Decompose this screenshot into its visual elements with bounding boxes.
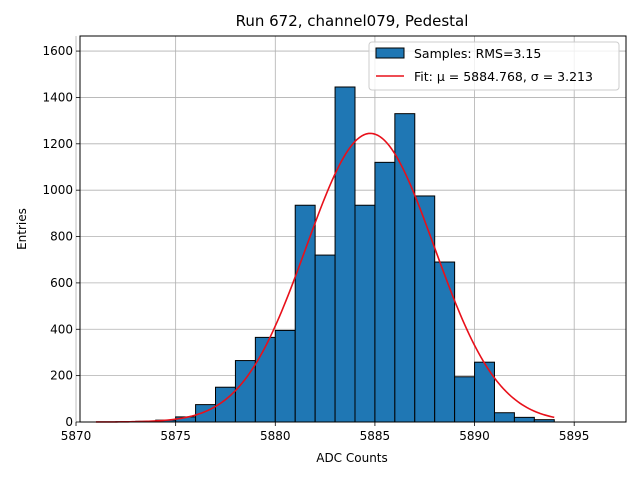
- histogram-bar: [513, 416, 535, 423]
- x-tick-label: 5885: [360, 429, 391, 443]
- histogram-bar: [294, 204, 316, 423]
- y-tick-label: 1600: [42, 44, 73, 58]
- y-axis-label: Entries: [15, 208, 29, 250]
- histogram-bar: [334, 86, 356, 423]
- histogram-bar: [354, 204, 376, 423]
- x-axis-label: ADC Counts: [316, 451, 388, 465]
- x-tick-label: 5875: [160, 429, 191, 443]
- axis-ticks: 5870 5875 5880 5885 5890 5895 0 200 400 600 800 100…: [42, 44, 589, 443]
- legend-hist-swatch: [375, 47, 405, 59]
- chart-title: Run 672, channel079, Pedestal: [236, 12, 469, 30]
- histogram-bar: [474, 361, 495, 423]
- y-tick-label: 1000: [42, 183, 73, 197]
- legend-hist-label: Samples: RMS=3.15: [414, 46, 541, 61]
- x-tick-label: 5895: [559, 429, 590, 443]
- plot-frame: [79, 35, 627, 423]
- histogram-bar: [434, 261, 456, 423]
- legend-fit-label: Fit: μ = 5884.768, σ = 3.213: [414, 69, 593, 84]
- histogram-bar: [314, 254, 336, 423]
- y-tick-label: 600: [50, 276, 73, 290]
- legend: Samples: RMS=3.15 Fit: μ = 5884.768, σ =…: [368, 41, 620, 91]
- y-tick-label: 200: [50, 369, 73, 383]
- x-tick-label: 5880: [260, 429, 291, 443]
- histogram-bar: [274, 329, 296, 423]
- y-tick-label: 400: [50, 322, 73, 336]
- x-tick-label: 5890: [459, 429, 490, 443]
- histogram-bar: [374, 161, 396, 423]
- histogram-bar: [493, 412, 515, 423]
- fit-curve: [95, 132, 555, 423]
- histogram-bar: [414, 195, 436, 423]
- x-tick-label: 5870: [61, 429, 92, 443]
- y-tick-label: 1400: [42, 90, 73, 104]
- histogram-bars: [115, 86, 555, 423]
- histogram-bar: [254, 336, 276, 423]
- y-tick-label: 800: [50, 230, 73, 244]
- legend-box: [368, 41, 620, 91]
- y-tick-label: 0: [65, 415, 73, 429]
- histogram-bar: [454, 376, 476, 423]
- y-tick-label: 1200: [42, 137, 73, 151]
